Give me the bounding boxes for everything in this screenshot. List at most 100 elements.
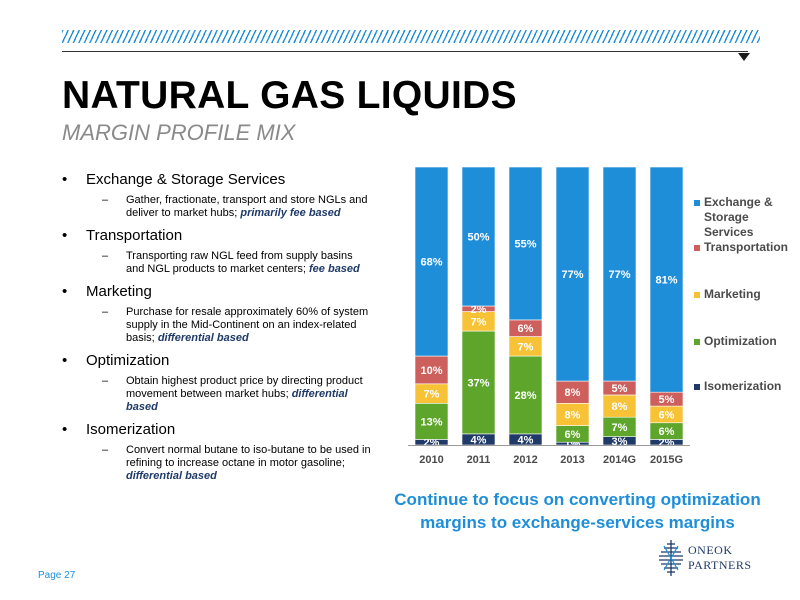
bullet-basis: primarily fee based (240, 207, 341, 219)
bullet-description: Transporting raw NGL feed from supply ba… (126, 250, 353, 275)
data-label: 8% (612, 401, 628, 413)
legend-swatch (694, 384, 700, 390)
bullet-description: Gather, fractionate, transport and store… (126, 194, 368, 219)
legend-swatch (694, 200, 700, 206)
legend-item-isomerization: Isomerization (694, 379, 781, 394)
bar-segment-exchange-storage-services (649, 166, 684, 393)
bullet-description: Obtain highest product price by directin… (126, 375, 363, 400)
bullet-item: • Isomerization – Convert normal butane to… (62, 420, 374, 483)
data-label: 28% (514, 390, 536, 402)
bar-segment-optimization (508, 355, 543, 435)
header-rule (62, 51, 748, 52)
data-label: 50% (467, 232, 489, 244)
bullet-basis: fee based (309, 263, 360, 275)
logo-line-2: PARTNERS (688, 558, 752, 572)
data-label: 5% (612, 383, 628, 395)
bullet-dot-icon: • (62, 421, 68, 438)
bullet-description: Purchase for resale approximately 60% of… (126, 306, 369, 344)
dash-icon: – (102, 250, 109, 262)
bar-segment-exchange-storage-services (461, 166, 496, 307)
page-number: Page 27 (38, 570, 76, 581)
data-label: 8% (565, 409, 581, 421)
bullet-list: • Exchange & Storage Services – Gather, fr… (62, 170, 374, 489)
legend-swatch (694, 339, 700, 345)
chart-plot: 2%13%7%10%68%20104%37%7%2%50%20114%28%7%… (408, 166, 690, 466)
data-label: 2% (471, 304, 487, 316)
bullet-heading: Marketing (86, 283, 152, 300)
logo-line-1: ONEOK (688, 543, 733, 557)
data-label: 37% (467, 377, 489, 389)
bullet-dot-icon: • (62, 352, 68, 369)
header-triangle-icon (738, 53, 750, 61)
bullet-heading: Exchange & Storage Services (86, 171, 286, 188)
data-label: 68% (420, 257, 442, 269)
bullet-item: • Transportation – Transporting raw NGL fe… (62, 226, 374, 276)
legend-item-exchange-storage-services: Exchange & Storage Services (694, 195, 800, 240)
data-label: 6% (565, 429, 581, 441)
data-label: 7% (471, 316, 487, 328)
dash-icon: – (102, 194, 109, 206)
legend-label: Isomerization (704, 379, 782, 393)
bar-segment-exchange-storage-services (414, 166, 449, 357)
bullet-heading: Transportation (86, 227, 183, 244)
bullet-basis: differential based (157, 332, 249, 344)
bar-segment-transportation (414, 355, 449, 385)
x-tick-label: 2015G (650, 454, 683, 466)
data-label: 7% (424, 389, 440, 401)
data-label: 77% (608, 269, 630, 281)
bar-segment-exchange-storage-services (555, 166, 590, 382)
dash-icon: – (102, 375, 109, 387)
x-tick-label: 2012 (513, 454, 537, 466)
bullet-heading: Isomerization (86, 421, 176, 438)
bullet-dot-icon: • (62, 227, 68, 244)
data-label: 4% (518, 434, 534, 446)
bullet-basis: differential based (126, 388, 348, 413)
data-label: 55% (514, 238, 536, 250)
data-label: 5% (659, 394, 675, 406)
data-label: 81% (655, 275, 677, 287)
callout-text: Continue to focus on converting optimiza… (394, 490, 761, 532)
legend-swatch (694, 292, 700, 298)
data-label: 7% (612, 422, 628, 434)
data-label: 6% (659, 409, 675, 421)
header-hatch-band (62, 30, 760, 43)
bar-segment-exchange-storage-services (602, 166, 637, 382)
data-label: 77% (561, 269, 583, 281)
data-label: 4% (471, 434, 487, 446)
data-label: 3% (612, 436, 628, 448)
data-label: 13% (420, 416, 442, 428)
bar-segment-optimization (461, 330, 496, 435)
page-title: NATURAL GAS LIQUIDS (62, 74, 517, 117)
legend-label: Marketing (704, 287, 761, 301)
data-label: 8% (565, 387, 581, 399)
bullet-basis: differential based (126, 470, 217, 482)
logo-mark-icon (659, 540, 683, 576)
legend-swatch (694, 245, 700, 251)
legend-item-marketing: Marketing (694, 287, 761, 302)
x-tick-label: 2010 (419, 454, 443, 466)
bullet-item: • Optimization – Obtain highest product pr… (62, 351, 374, 414)
bar-segment-optimization (414, 403, 449, 440)
bullet-dot-icon: • (62, 283, 68, 300)
bullet-dot-icon: • (62, 171, 68, 188)
x-tick-label: 2014G (603, 454, 636, 466)
legend-item-optimization: Optimization (694, 334, 777, 349)
page-subtitle: MARGIN PROFILE MIX (62, 120, 296, 145)
x-tick-label: 2013 (560, 454, 584, 466)
data-label: 6% (518, 323, 534, 335)
legend-label: Optimization (704, 334, 777, 348)
data-label: 7% (518, 341, 534, 353)
bullet-description: Convert normal butane to iso-butane to b… (126, 444, 371, 469)
bullet-item: • Exchange & Storage Services – Gather, fr… (62, 170, 374, 220)
data-label: 2% (424, 437, 440, 449)
legend-item-transportation: Transportation (694, 240, 788, 255)
bullet-heading: Optimization (86, 352, 170, 369)
legend-label: Exchange & Storage Services (704, 195, 773, 239)
bar-segment-exchange-storage-services (508, 166, 543, 321)
x-tick-label: 2011 (467, 454, 491, 466)
dash-icon: – (102, 444, 109, 456)
margin-mix-chart: 2% 13% 7% 10% 68% 2010 4% 37% 7% 2% 50% 2011 4% 28% 7%… (408, 163, 800, 473)
bullet-item: • Marketing – Purchase for resale approxim… (62, 282, 374, 345)
dash-icon: – (102, 306, 109, 318)
company-logo: ONEOK PARTNERS (658, 538, 768, 578)
